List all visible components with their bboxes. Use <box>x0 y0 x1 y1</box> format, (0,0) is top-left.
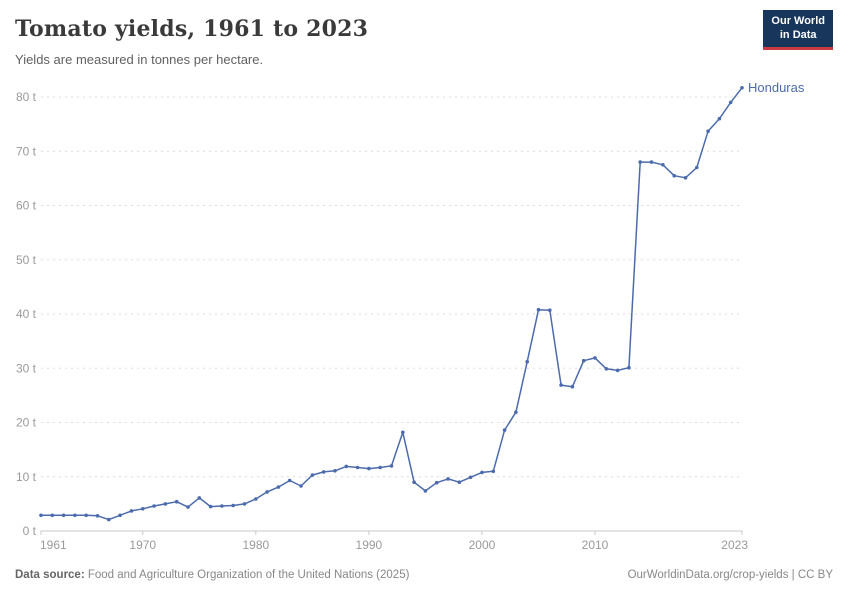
data-point <box>683 176 688 180</box>
data-point <box>152 504 156 508</box>
data-point <box>287 478 292 483</box>
data-point <box>333 469 337 473</box>
data-line <box>40 87 743 521</box>
data-point <box>434 480 439 485</box>
y-tick-label: 70 t <box>16 144 37 158</box>
data-point <box>186 505 190 509</box>
data-point <box>649 160 654 164</box>
license-label: CC BY <box>797 569 833 581</box>
data-point <box>627 365 631 370</box>
y-tick-label: 10 t <box>16 470 37 484</box>
data-point <box>581 358 586 363</box>
data-point <box>491 469 496 474</box>
data-point <box>514 410 518 415</box>
data-point <box>141 507 145 511</box>
data-point <box>118 513 122 518</box>
x-tick-label: 2010 <box>582 538 609 552</box>
data-point <box>378 465 383 470</box>
data-point <box>310 473 315 477</box>
data-point <box>695 165 699 170</box>
data-point <box>321 470 326 474</box>
data-point <box>61 513 66 518</box>
data-point <box>502 428 507 432</box>
owid-logo[interactable]: Our World in Data <box>763 10 833 50</box>
data-source-text: Food and Agriculture Organization of the… <box>84 569 410 581</box>
license-separator: | <box>788 569 798 581</box>
data-point <box>570 384 575 389</box>
x-tick-label: 1990 <box>356 538 383 552</box>
x-tick-label: 1970 <box>129 538 156 552</box>
owid-logo-line2: in Data <box>779 28 817 41</box>
chart-footer: Data source: Food and Agriculture Organi… <box>15 569 833 584</box>
owid-logo-line1: Our World <box>771 15 825 27</box>
data-point <box>220 504 224 508</box>
data-point <box>661 163 665 167</box>
owid-url-link[interactable]: OurWorldinData.org/crop-yields <box>627 569 789 581</box>
data-source-label: Data source: <box>15 569 85 581</box>
data-point <box>129 509 134 513</box>
data-point <box>95 514 100 518</box>
y-tick-label: 60 t <box>16 199 37 213</box>
data-point <box>559 383 563 387</box>
data-point <box>50 513 55 518</box>
x-tick-label: 2000 <box>469 538 496 552</box>
data-point <box>163 502 168 506</box>
data-point <box>446 477 450 481</box>
data-point <box>107 517 111 522</box>
data-point <box>276 485 281 489</box>
data-point <box>638 160 642 164</box>
license-note: OurWorldinData.org/crop-yields | CC BY <box>628 569 833 581</box>
data-point <box>197 496 202 500</box>
data-point <box>593 356 597 360</box>
data-point <box>740 86 744 90</box>
data-point <box>717 116 722 121</box>
data-point <box>174 499 179 504</box>
data-point <box>39 513 43 518</box>
data-point <box>706 129 710 133</box>
data-point <box>231 503 235 508</box>
data-point <box>525 359 529 364</box>
data-source-note: Data source: Food and Agriculture Organi… <box>15 569 409 581</box>
data-point <box>265 490 269 494</box>
series-entity-label: Honduras <box>748 80 805 95</box>
x-tick-label: 1980 <box>242 538 269 552</box>
chart-subtitle: Yields are measured in tonnes per hectar… <box>15 52 264 67</box>
data-point <box>344 464 349 469</box>
data-point <box>355 465 360 470</box>
y-tick-label: 0 t <box>23 524 37 538</box>
data-point <box>208 504 213 509</box>
y-tick-label: 40 t <box>16 307 37 321</box>
y-tick-label: 80 t <box>16 90 37 104</box>
data-point <box>672 173 676 178</box>
data-point <box>548 308 552 313</box>
data-point <box>242 502 247 506</box>
y-tick-label: 30 t <box>16 361 37 375</box>
data-point <box>401 430 405 435</box>
data-point <box>254 497 258 501</box>
y-tick-label: 20 t <box>16 416 37 430</box>
data-point <box>457 480 462 485</box>
data-point <box>468 475 473 480</box>
data-point <box>480 470 484 475</box>
data-point <box>299 484 303 488</box>
data-point <box>423 489 428 493</box>
data-point <box>536 307 541 312</box>
page-title: Tomato yields, 1961 to 2023 <box>15 16 369 42</box>
data-point <box>389 464 394 468</box>
data-point <box>73 513 77 518</box>
data-point <box>367 466 371 471</box>
data-point <box>412 480 416 485</box>
x-tick-label: 1961 <box>40 538 67 552</box>
x-tick-label: 2023 <box>721 538 748 552</box>
data-point <box>84 513 88 518</box>
data-point <box>728 100 733 105</box>
y-tick-label: 50 t <box>16 253 37 267</box>
data-point <box>615 368 620 373</box>
data-point <box>604 367 609 371</box>
